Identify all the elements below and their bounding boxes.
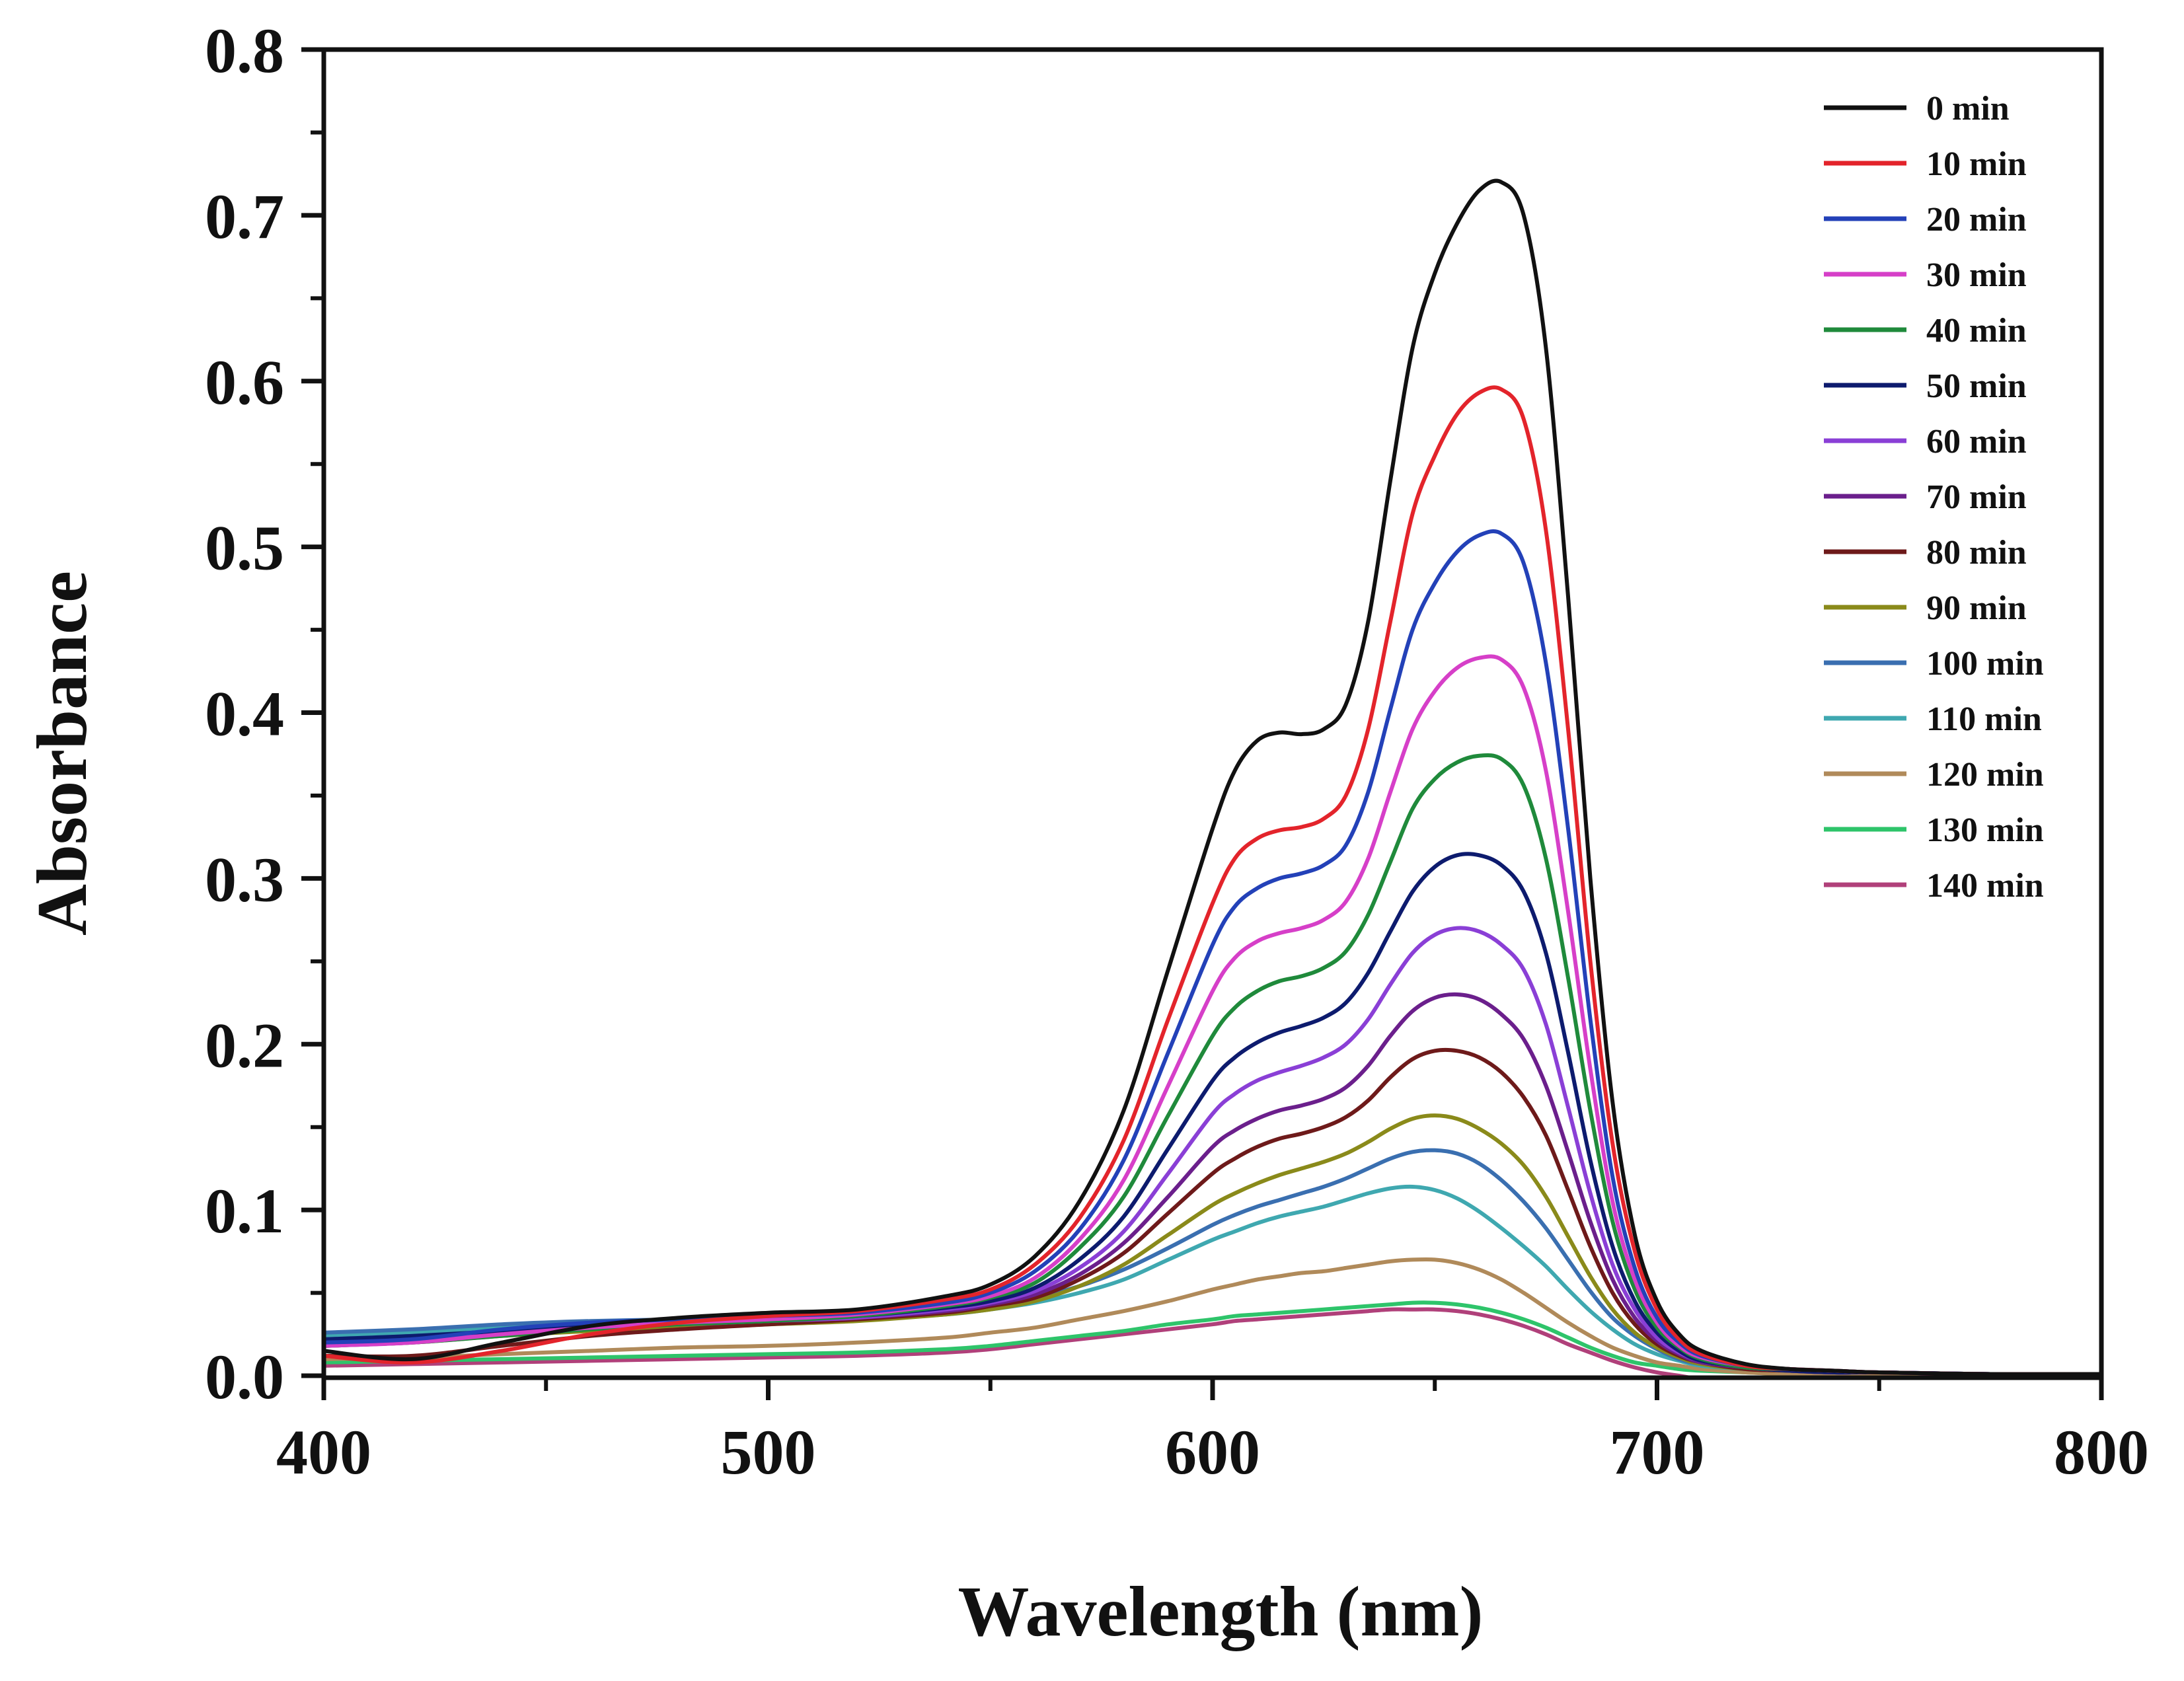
x-tick-label: 700 bbox=[1610, 1417, 1705, 1487]
x-tick-label: 500 bbox=[721, 1417, 816, 1487]
series-layer bbox=[324, 178, 2101, 1378]
legend-label-40-min: 40 min bbox=[1926, 312, 2027, 350]
y-tick-label: 0.3 bbox=[205, 844, 284, 915]
legend-label-50-min: 50 min bbox=[1926, 367, 2027, 405]
legend-label-0-min: 0 min bbox=[1926, 90, 2010, 128]
axis-layer: 400 500 600 700 800 0.0 0.1 0.2 0.3 0.4 0.5 0.6 0.7 0… bbox=[205, 15, 2149, 1487]
x-axis-title: Wavelength (nm) bbox=[958, 1573, 1484, 1651]
legend-label-70-min: 70 min bbox=[1926, 478, 2027, 516]
legend-label-140-min: 140 min bbox=[1926, 867, 2044, 905]
x-tick-label: 800 bbox=[2054, 1417, 2149, 1487]
legend-label-110-min: 110 min bbox=[1926, 700, 2042, 738]
y-axis-title: Absorbance bbox=[23, 571, 102, 936]
legend-label-60-min: 60 min bbox=[1926, 423, 2027, 461]
x-tick-label: 600 bbox=[1165, 1417, 1260, 1487]
y-tick-label: 0.2 bbox=[205, 1010, 284, 1080]
legend-label-30-min: 30 min bbox=[1926, 256, 2027, 294]
legend-label-120-min: 120 min bbox=[1926, 756, 2044, 794]
x-tick-label: 400 bbox=[276, 1417, 371, 1487]
y-tick-label: 0.0 bbox=[205, 1341, 284, 1412]
legend-label-20-min: 20 min bbox=[1926, 201, 2027, 239]
series-line-120-min bbox=[324, 1257, 2101, 1378]
legend-label-100-min: 100 min bbox=[1926, 645, 2044, 683]
y-tick-label: 0.8 bbox=[205, 15, 284, 86]
legend: 0 min 10 min 20 min 30 min 40 min 50 min 60 mi… bbox=[1824, 90, 2044, 905]
legend-label-80-min: 80 min bbox=[1926, 534, 2027, 572]
series-line-140-min bbox=[324, 1307, 1714, 1378]
y-tick-label: 0.1 bbox=[205, 1176, 284, 1246]
legend-label-130-min: 130 min bbox=[1926, 811, 2044, 849]
y-tick-label: 0.4 bbox=[205, 679, 284, 749]
y-tick-label: 0.5 bbox=[205, 513, 284, 583]
y-tick-label: 0.7 bbox=[205, 181, 284, 252]
series-line-0-min bbox=[324, 178, 2101, 1376]
legend-label-10-min: 10 min bbox=[1926, 145, 2027, 183]
y-tick-label: 0.6 bbox=[205, 347, 284, 418]
legend-label-90-min: 90 min bbox=[1926, 589, 2027, 627]
